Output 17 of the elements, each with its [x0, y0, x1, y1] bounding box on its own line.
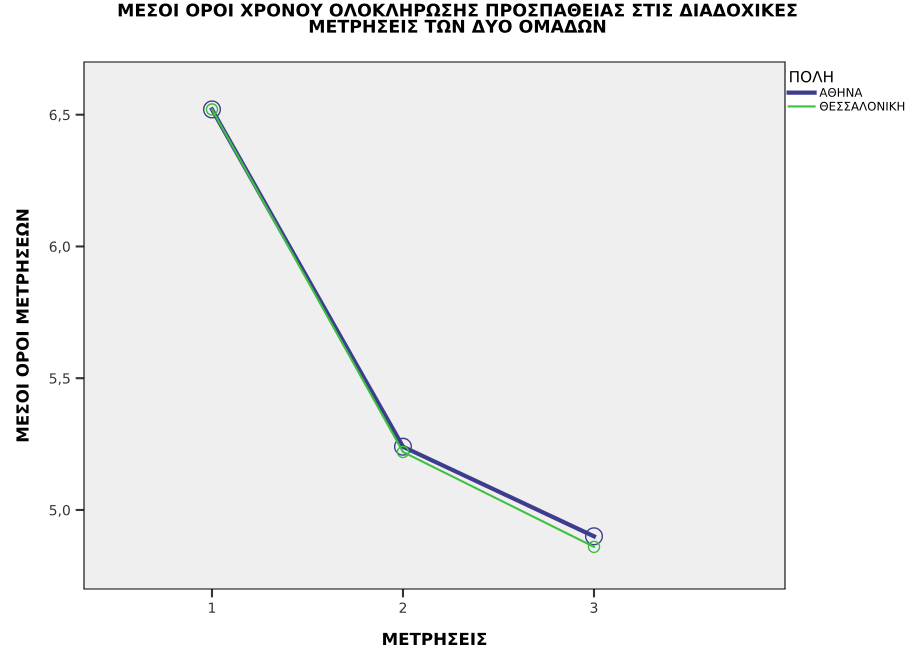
- legend-label: ΑΘΗΝΑ: [819, 88, 862, 97]
- y-tick-label: 6,5: [50, 110, 70, 122]
- x-axis-title: ΜΕΤΡΗΣΕΙΣ: [383, 632, 486, 645]
- x-tick-label: 3: [590, 602, 598, 613]
- y-axis-title: ΜΕΣΟΙ ΟΡΟΙ ΜΕΤΡΗΣΕΩΝ: [16, 210, 29, 442]
- legend-title: ΠΟΛΗ: [790, 70, 833, 82]
- y-tick-label: 6,0: [50, 241, 70, 254]
- x-tick-label: 1: [209, 602, 216, 613]
- point: [588, 540, 600, 554]
- point: [394, 438, 412, 456]
- legend-label: ΘΕΣΣΑΛΟΝΙΚΗ: [820, 102, 904, 111]
- x-tick-label: 2: [400, 602, 406, 613]
- point: [202, 100, 222, 118]
- y-tick-label: 5,5: [50, 373, 70, 386]
- y-tick-label: 5,0: [50, 504, 70, 517]
- point: [584, 527, 604, 546]
- chart-title: ΜΕΣΟΙ ΟΡΟΙ ΧΡΟΝΟΥ ΟΛΟΚΛΗΡΩΣΗΣ ΠΡΟΣΠΑΘΕΙΑΣ ΣΤΙΣ ΔΙΑΔΟΧΙΚΕΣ ΜΕΤΡΗΣΕΙΣ ΤΩΝ ΔΥΟ ΟΜΑΔΩΝ: [118, 4, 797, 33]
